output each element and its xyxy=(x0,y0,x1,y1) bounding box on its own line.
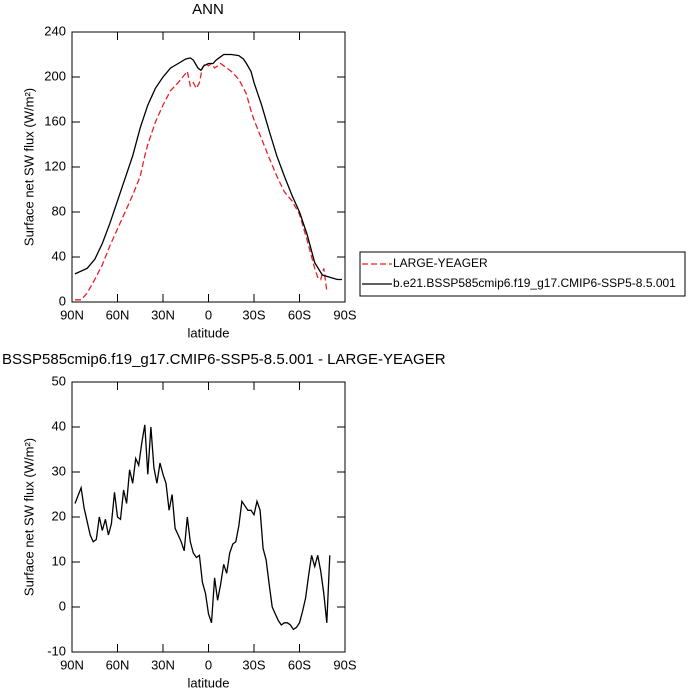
legend-label: b.e21.BSSP585cmip6.f19_g17.CMIP6-SSP5-8.… xyxy=(393,276,676,290)
series-line xyxy=(74,53,342,281)
x-tick-label: 30N xyxy=(151,657,175,672)
chart-title: ANN xyxy=(192,1,224,18)
y-tick-label: 240 xyxy=(44,23,66,38)
x-tick-label: 60N xyxy=(106,657,130,672)
x-tick-label: 90S xyxy=(333,657,356,672)
x-axis-label: latitude xyxy=(188,325,230,340)
y-tick-label: 50 xyxy=(52,373,66,388)
y-tick-label: 30 xyxy=(52,463,66,478)
y-axis-label: Surface net SW flux (W/m²) xyxy=(21,438,36,596)
x-tick-label: 60S xyxy=(288,657,311,672)
y-tick-label: 200 xyxy=(44,68,66,83)
x-tick-label: 30S xyxy=(242,657,265,672)
y-tick-label: 40 xyxy=(52,418,66,433)
y-tick-label: 20 xyxy=(52,508,66,523)
y-tick-label: 0 xyxy=(59,293,66,308)
x-tick-label: 30S xyxy=(242,307,265,322)
y-tick-label: 40 xyxy=(52,248,66,263)
y-tick-label: 0 xyxy=(59,598,66,613)
x-tick-label: 60S xyxy=(288,307,311,322)
x-tick-label: 90N xyxy=(60,307,84,322)
x-tick-label: 90N xyxy=(60,657,84,672)
x-tick-label: 60N xyxy=(106,307,130,322)
y-tick-label: 120 xyxy=(44,158,66,173)
legend-label: LARGE-YEAGER xyxy=(393,256,488,270)
y-tick-label: -10 xyxy=(47,643,66,658)
x-tick-label: 0 xyxy=(205,307,212,322)
y-tick-label: 160 xyxy=(44,113,66,128)
legend: LARGE-YEAGER b.e21.BSSP585cmip6.f19_g17.C… xyxy=(359,251,686,297)
series-line xyxy=(75,62,328,301)
legend-frame xyxy=(359,251,686,297)
x-axis-label: latitude xyxy=(188,675,230,690)
y-tick-label: 10 xyxy=(52,553,66,568)
plot-frame xyxy=(71,31,346,303)
x-tick-label: 0 xyxy=(205,657,212,672)
y-tick-label: 80 xyxy=(52,203,66,218)
y-axis-label: Surface net SW flux (W/m²) xyxy=(21,88,36,246)
x-tick-label: 30N xyxy=(151,307,175,322)
chart-title: BSSP585cmip6.f19_g17.CMIP6-SSP5-8.5.001 … xyxy=(2,351,446,368)
series-line xyxy=(74,424,331,631)
x-tick-label: 90S xyxy=(333,307,356,322)
